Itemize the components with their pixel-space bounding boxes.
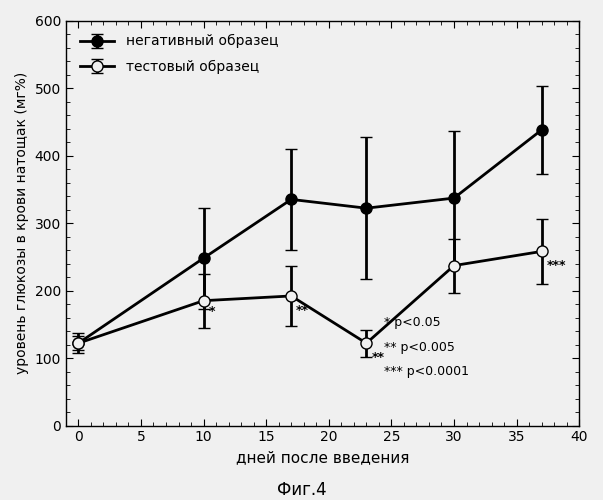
- Legend: негативный образец, тестовый образец: негативный образец, тестовый образец: [73, 28, 285, 80]
- Text: ***: ***: [547, 259, 566, 272]
- Text: **: **: [371, 352, 384, 364]
- Text: *: *: [209, 306, 215, 318]
- Text: * p<0.05: * p<0.05: [384, 316, 441, 329]
- Y-axis label: уровень глюкозы в крови натощак (мг%): уровень глюкозы в крови натощак (мг%): [15, 72, 29, 374]
- X-axis label: дней после введения: дней после введения: [236, 450, 409, 465]
- Text: ** p<0.005: ** p<0.005: [384, 340, 455, 353]
- Text: Фиг.4: Фиг.4: [277, 481, 326, 499]
- Text: **: **: [296, 304, 309, 317]
- Text: *** p<0.0001: *** p<0.0001: [384, 365, 469, 378]
